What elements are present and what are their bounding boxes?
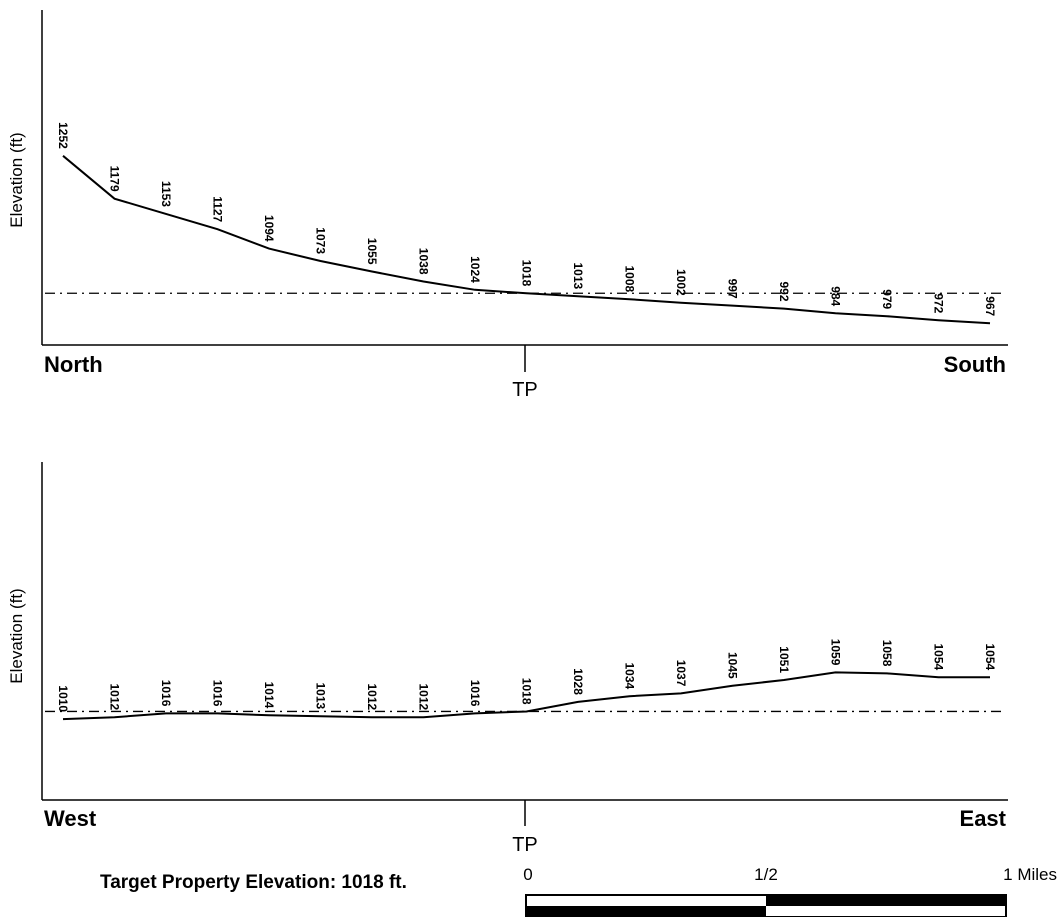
elevation-value-label: 1012 (365, 684, 379, 711)
elevation-value-label: 1054 (932, 644, 946, 671)
elevation-value-label: 1073 (314, 227, 328, 254)
elevation-value-label: 1028 (571, 668, 585, 695)
elevation-value-label: 1002 (674, 269, 688, 296)
start-direction-label: North (44, 352, 103, 377)
scale-tick-label-half: 1/2 (754, 865, 778, 884)
start-direction-label: West (44, 806, 97, 831)
elevation-value-label: 1051 (777, 646, 791, 673)
elevation-value-label: 992 (777, 282, 791, 302)
elevation-value-label: 1012 (417, 684, 431, 711)
elevation-value-label: 1059 (829, 639, 843, 666)
elevation-value-label: 1094 (262, 215, 276, 242)
elevation-value-label: 1127 (211, 196, 225, 222)
elevation-value-label: 1008 (623, 266, 637, 293)
profile-panel-north-south: Elevation (ft) North South TP 1252 1179 11… (7, 10, 1008, 401)
elevation-value-label: 1018 (520, 260, 534, 287)
scale-tick-label-0: 0 (523, 865, 532, 884)
elevation-value-labels: 1010 1012 1016 1016 1014 1013 1012 1012 1016 1018… (56, 639, 997, 713)
scale-tick-label-1-miles: 1 Miles (1003, 865, 1057, 884)
target-property-elevation-text: Target Property Elevation: 1018 ft. (100, 872, 407, 893)
target-property-label: TP (512, 834, 538, 856)
elevation-value-label: 1179 (108, 166, 122, 192)
elevation-value-label: 1034 (623, 663, 637, 690)
elevation-value-label: 1012 (108, 684, 122, 711)
elevation-value-label: 1016 (211, 680, 225, 707)
elevation-value-label: 1055 (365, 238, 379, 265)
elevation-value-label: 1016 (468, 680, 482, 707)
elevation-value-label: 997 (726, 279, 740, 299)
elevation-value-label: 1014 (262, 682, 276, 709)
end-direction-label: South (944, 352, 1006, 377)
elevation-value-label: 1153 (159, 181, 173, 207)
scale-bar-segment (526, 906, 766, 917)
elevation-value-label: 1010 (56, 685, 70, 712)
elevation-value-label: 1054 (983, 644, 997, 671)
elevation-value-label: 1058 (880, 640, 894, 667)
target-property-label: TP (512, 379, 538, 401)
elevation-value-label: 1024 (468, 256, 482, 283)
elevation-profile-line (62, 155, 991, 325)
elevation-value-label: 1037 (674, 660, 688, 687)
elevation-value-label: 1018 (520, 678, 534, 705)
scale-bar-segment (766, 895, 1006, 906)
elevation-profile-line (62, 671, 990, 721)
elevation-value-label: 979 (880, 289, 894, 309)
elevation-value-label: 1013 (571, 263, 585, 290)
profile-panel-west-east: Elevation (ft) West East TP 1010 1012 1016… (7, 462, 1008, 856)
end-direction-label: East (960, 806, 1007, 831)
elevation-value-labels: 1252 1179 1153 1127 1094 1073 1055 1038 1024 1018… (56, 122, 997, 316)
elevation-value-label: 972 (932, 293, 946, 313)
elevation-value-label: 967 (983, 296, 997, 316)
elevation-value-label: 984 (829, 286, 843, 306)
elevation-value-label: 1013 (314, 683, 328, 710)
elevation-value-label: 1038 (417, 248, 431, 275)
y-axis-label: Elevation (ft) (7, 588, 26, 683)
elevation-value-label: 1045 (726, 652, 740, 679)
elevation-value-label: 1252 (56, 122, 70, 149)
scale-bar: 0 1/2 1 Miles (523, 865, 1057, 917)
elevation-value-label: 1016 (159, 680, 173, 707)
y-axis-label: Elevation (ft) (7, 132, 26, 227)
